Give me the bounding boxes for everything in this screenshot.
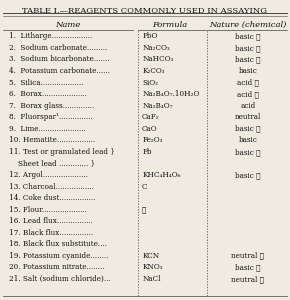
Text: Na₂CO₃: Na₂CO₃ (142, 44, 170, 52)
Text: 12. Argol....................: 12. Argol.................... (9, 171, 88, 179)
Text: acid ✓: acid ✓ (237, 79, 259, 87)
Text: 17. Black flux...............: 17. Black flux............... (9, 229, 93, 237)
Text: K₂CO₃: K₂CO₃ (142, 67, 165, 75)
Text: 9.  Lime.....................: 9. Lime..................... (9, 125, 86, 133)
Text: Na₂B₄O₇.10H₂O: Na₂B₄O₇.10H₂O (142, 90, 200, 98)
Text: 3.  Sodium bicarbonate.......: 3. Sodium bicarbonate....... (9, 56, 109, 64)
Text: 14. Coke dust................: 14. Coke dust................ (9, 194, 95, 202)
Text: 19. Potassium cyanide........: 19. Potassium cyanide........ (9, 252, 108, 260)
Text: CaF₂: CaF₂ (142, 113, 160, 121)
Text: acid ✓: acid ✓ (237, 90, 259, 98)
Text: PbO: PbO (142, 32, 157, 40)
Text: 6.  Borax....................: 6. Borax.................... (9, 90, 87, 98)
Text: basic ✓: basic ✓ (235, 32, 261, 40)
Text: KNO₃: KNO₃ (142, 263, 163, 272)
Text: Na₂B₄O₇: Na₂B₄O₇ (142, 102, 173, 110)
Text: NaHCO₃: NaHCO₃ (142, 56, 173, 64)
Text: Pb: Pb (142, 148, 152, 156)
Text: 13. Charcoal.................: 13. Charcoal................. (9, 182, 94, 190)
Text: 11. Test or granulated lead }: 11. Test or granulated lead } (9, 148, 115, 156)
Text: 20. Potassium nitrate........: 20. Potassium nitrate........ (9, 263, 104, 272)
Text: basic: basic (238, 67, 258, 75)
Text: 10. Hematite.................: 10. Hematite................. (9, 136, 95, 144)
Text: 1.  Litharge..................: 1. Litharge.................. (9, 32, 92, 40)
Text: TABLE I.—REAGENTS COMMONLY USED IN ASSAYING: TABLE I.—REAGENTS COMMONLY USED IN ASSAY… (23, 7, 267, 15)
Text: SiO₂: SiO₂ (142, 79, 158, 87)
Text: 15. Flour....................: 15. Flour.................... (9, 206, 87, 214)
Text: 21. Salt (sodium chloride)...: 21. Salt (sodium chloride)... (9, 275, 110, 283)
Text: neutral ✓: neutral ✓ (231, 252, 264, 260)
Text: 5.  Silica...................: 5. Silica................... (9, 79, 83, 87)
Text: NaCl: NaCl (142, 275, 161, 283)
Text: Nature (chemical): Nature (chemical) (209, 21, 287, 29)
Text: basic ✓: basic ✓ (235, 263, 261, 272)
Text: basic ✓: basic ✓ (235, 56, 261, 64)
Text: Sheet lead ............. }: Sheet lead ............. } (9, 159, 95, 167)
Text: neutral ✓: neutral ✓ (231, 275, 264, 283)
Text: Formula: Formula (152, 21, 187, 29)
Text: 7.  Borax glass..............: 7. Borax glass.............. (9, 102, 94, 110)
Text: basic ✓: basic ✓ (235, 125, 261, 133)
Text: 8.  Fluorspar¹...............: 8. Fluorspar¹............... (9, 113, 92, 121)
Text: Fe₂O₃: Fe₂O₃ (142, 136, 163, 144)
Text: 18. Black flux substitute....: 18. Black flux substitute.... (9, 240, 107, 248)
Text: basic ✓: basic ✓ (235, 44, 261, 52)
Text: ✓: ✓ (142, 206, 146, 214)
Text: 4.  Potassium carbonate......: 4. Potassium carbonate...... (9, 67, 110, 75)
Text: 2.  Sodium carbonate.........: 2. Sodium carbonate......... (9, 44, 107, 52)
Text: CaO: CaO (142, 125, 158, 133)
Text: acid: acid (240, 102, 255, 110)
Text: basic ✓: basic ✓ (235, 171, 261, 179)
Text: Name: Name (55, 21, 81, 29)
Text: basic: basic (238, 136, 258, 144)
Text: KCN: KCN (142, 252, 159, 260)
Text: KHC₄H₄O₆: KHC₄H₄O₆ (142, 171, 181, 179)
Text: basic ✓: basic ✓ (235, 148, 261, 156)
Text: 16. Lead flux................: 16. Lead flux................ (9, 217, 93, 225)
Text: C: C (142, 182, 148, 190)
Text: neutral: neutral (235, 113, 261, 121)
